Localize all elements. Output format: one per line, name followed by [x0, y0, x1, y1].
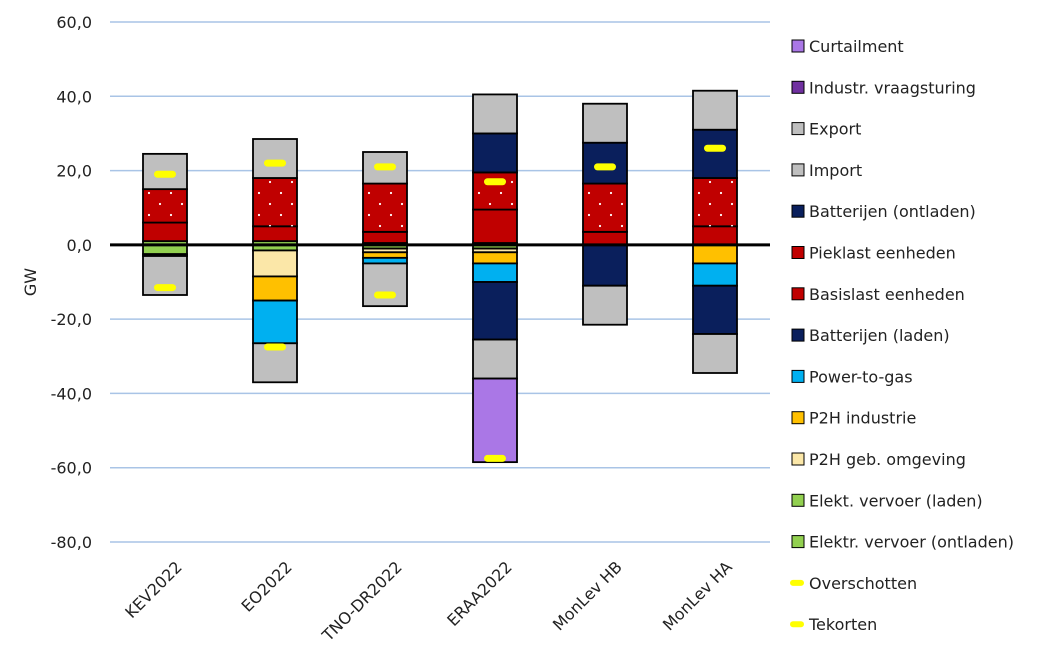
bar-segment-p2h_industrie	[692, 243, 738, 265]
marker-tekorten	[704, 144, 726, 152]
y-axis-label: GW	[21, 268, 40, 296]
y-tick-label: 0,0	[67, 236, 92, 255]
bar-segment-export	[472, 338, 518, 380]
y-axis-ticks: 60,0 40,0 20,0 0,0 -20,0 -40,0 -60,0 -80,0	[51, 13, 92, 552]
bar-segment-basislast	[142, 221, 188, 243]
x-tick-label: TNO-DR2022	[318, 557, 406, 645]
bar-segment-basislast	[252, 225, 298, 243]
bar-segment-batterijen_laden	[472, 281, 518, 341]
marker-overschotten	[154, 284, 176, 292]
x-axis-ticks: KEV2022 EO2022 TNO-DR2022 ERAA2022 MonLev HB…	[121, 557, 736, 645]
bar-pattern-pieklast	[693, 178, 737, 227]
marker-tekorten	[264, 159, 286, 167]
bar-segment-import	[582, 102, 628, 144]
x-tick-label: MonLev HB	[549, 557, 626, 634]
bar-segment-basislast	[692, 225, 738, 246]
legend-swatch-p2h_geb	[791, 452, 805, 466]
legend-label: Elekt. vervoer (laden)	[809, 491, 983, 510]
legend-swatch-batterijen_laden	[791, 328, 805, 342]
gridlines	[110, 21, 770, 543]
bar-pattern-pieklast	[473, 172, 517, 210]
legend-label: Pieklast eenheden	[809, 244, 956, 263]
marker-tekorten	[374, 163, 396, 171]
bar-segment-export	[142, 255, 188, 296]
legend-swatch-import	[791, 163, 805, 177]
legend-swatch-p2h_industrie	[791, 411, 805, 425]
x-tick-label: KEV2022	[121, 557, 186, 622]
bar-segment-batterijen_ontladen	[582, 141, 628, 185]
bar-segment-import	[472, 93, 518, 135]
legend: Curtailment Industr. vraagsturing Export Im…	[790, 37, 1014, 634]
legend-label: Tekorten	[808, 615, 877, 634]
legend-label: Overschotten	[809, 574, 917, 593]
bars	[142, 89, 738, 464]
y-tick-label: -20,0	[51, 310, 92, 329]
y-tick-label: -60,0	[51, 459, 92, 478]
bar-segment-import	[252, 138, 298, 179]
legend-swatch-basislast	[791, 287, 805, 301]
y-tick-label: -80,0	[51, 533, 92, 552]
bar-segment-batterijen_ontladen	[472, 132, 518, 174]
bar-segment-export	[362, 262, 408, 308]
bar-segment-p2h_industrie	[472, 251, 518, 265]
marker-overschotten	[264, 343, 286, 351]
marker-overschotten	[484, 454, 506, 462]
bar-segment-power_to_gas	[472, 262, 518, 283]
legend-label: Power-to-gas	[809, 367, 913, 386]
legend-label: Batterijen (laden)	[809, 326, 950, 345]
bar-segment-batterijen_laden	[582, 243, 628, 287]
x-tick-label: MonLev HA	[659, 557, 736, 634]
marker-tekorten	[594, 163, 616, 171]
bar-segment-p2h_industrie	[252, 275, 298, 302]
bar-segment-export	[582, 284, 628, 326]
legend-swatch-export	[791, 122, 805, 136]
bar-pattern-pieklast	[363, 183, 407, 232]
marker-tekorten	[484, 178, 506, 186]
bar-segment-power_to_gas	[252, 299, 298, 345]
x-tick-label: ERAA2022	[443, 557, 516, 630]
y-tick-label: 60,0	[56, 13, 92, 32]
bar-segment-basislast	[582, 230, 628, 246]
bar-segment-batterijen_laden	[692, 284, 738, 335]
y-tick-label: -40,0	[51, 384, 92, 403]
marker-tekorten	[154, 170, 176, 178]
bar-segment-power_to_gas	[692, 262, 738, 287]
y-tick-label: 40,0	[56, 87, 92, 106]
marker-overschotten	[374, 291, 396, 299]
legend-swatch-marker	[790, 579, 804, 586]
legend-swatch-ev_ontladen	[791, 535, 805, 549]
legend-label: Industr. vraagsturing	[809, 78, 976, 97]
legend-label: Curtailment	[809, 37, 904, 56]
legend-label: Elektr. vervoer (ontladen)	[809, 533, 1014, 552]
bar-segment-basislast	[472, 208, 518, 244]
bar-pattern-pieklast	[583, 183, 627, 232]
legend-swatch-ev_laden	[791, 493, 805, 507]
legend-swatch-industr_vraagsturing	[791, 80, 805, 94]
bar-segment-import	[692, 89, 738, 131]
bar-segment-batterijen_ontladen	[692, 128, 738, 179]
y-tick-label: 20,0	[56, 162, 92, 181]
bar-segment-basislast	[362, 230, 408, 244]
legend-swatch-marker	[790, 621, 804, 628]
legend-swatch-power_to_gas	[791, 369, 805, 383]
legend-swatch-curtailment	[791, 39, 805, 53]
legend-label: P2H geb. omgeving	[809, 450, 966, 469]
legend-label: Basislast eenheden	[809, 285, 965, 304]
x-tick-label: EO2022	[238, 557, 296, 615]
bar-segment-export	[692, 333, 738, 374]
bar-pattern-pieklast	[143, 189, 187, 223]
bar-pattern-pieklast	[253, 178, 297, 227]
markers	[154, 144, 726, 462]
bar-segment-curtailment	[472, 377, 518, 464]
legend-label: P2H industrie	[809, 409, 916, 428]
legend-label: Import	[809, 161, 862, 180]
legend-swatch-pieklast	[791, 246, 805, 259]
legend-label: Export	[809, 120, 861, 139]
legend-label: Batterijen (ontladen)	[809, 202, 976, 221]
legend-swatch-batterijen_ontladen	[791, 204, 805, 218]
bar-segment-p2h_geb	[252, 249, 298, 278]
